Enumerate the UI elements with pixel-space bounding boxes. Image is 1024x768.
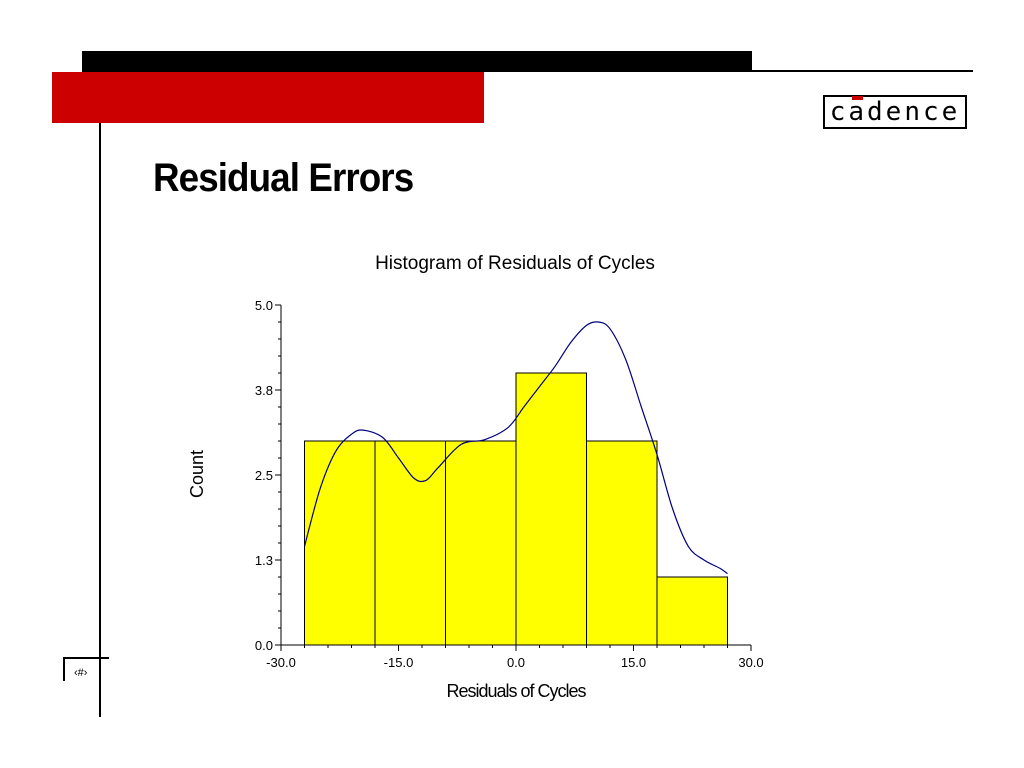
y-tick-label: 2.5 — [255, 468, 273, 483]
chart-axes: 0.0 1.3 2.5 3.8 5.0 -30.0 -15.0 0.0 15.0 30.0 — [255, 298, 764, 670]
page-corner-top — [63, 657, 109, 659]
x-axis-label: Residuals of Cycles — [446, 681, 586, 701]
header-rule — [752, 70, 973, 72]
y-tick-label: 1.3 — [255, 553, 273, 568]
y-tick-label: 0.0 — [255, 638, 273, 653]
y-tick-label: 5.0 — [255, 298, 273, 313]
histogram-bar-3 — [445, 440, 517, 646]
density-curve — [303, 321, 728, 575]
y-tick-label: 3.8 — [255, 383, 273, 398]
x-tick-label: 30.0 — [738, 655, 763, 670]
chart-title: Histogram of Residuals of Cycles — [375, 253, 655, 274]
x-tick-label: 0.0 — [507, 655, 525, 670]
slide-title: Residual Errors — [153, 156, 414, 200]
logo-accent-mark — [852, 96, 863, 100]
left-rule — [99, 123, 101, 717]
y-axis-label: Count — [187, 450, 207, 498]
cadence-logo: cadence — [823, 95, 967, 129]
histogram-bar-1 — [304, 440, 376, 646]
x-tick-label: 15.0 — [621, 655, 646, 670]
histogram-bar-6 — [656, 576, 728, 646]
page-corner-side — [63, 657, 65, 681]
header-black-bar — [82, 51, 752, 72]
x-tick-label: -30.0 — [266, 655, 296, 670]
header-red-bar — [52, 72, 484, 123]
histogram-bars — [304, 372, 728, 646]
histogram-bar-5 — [586, 440, 658, 646]
page-number: ‹#› — [74, 667, 88, 679]
x-tick-label: -15.0 — [384, 655, 414, 670]
histogram-bar-4 — [515, 372, 587, 646]
